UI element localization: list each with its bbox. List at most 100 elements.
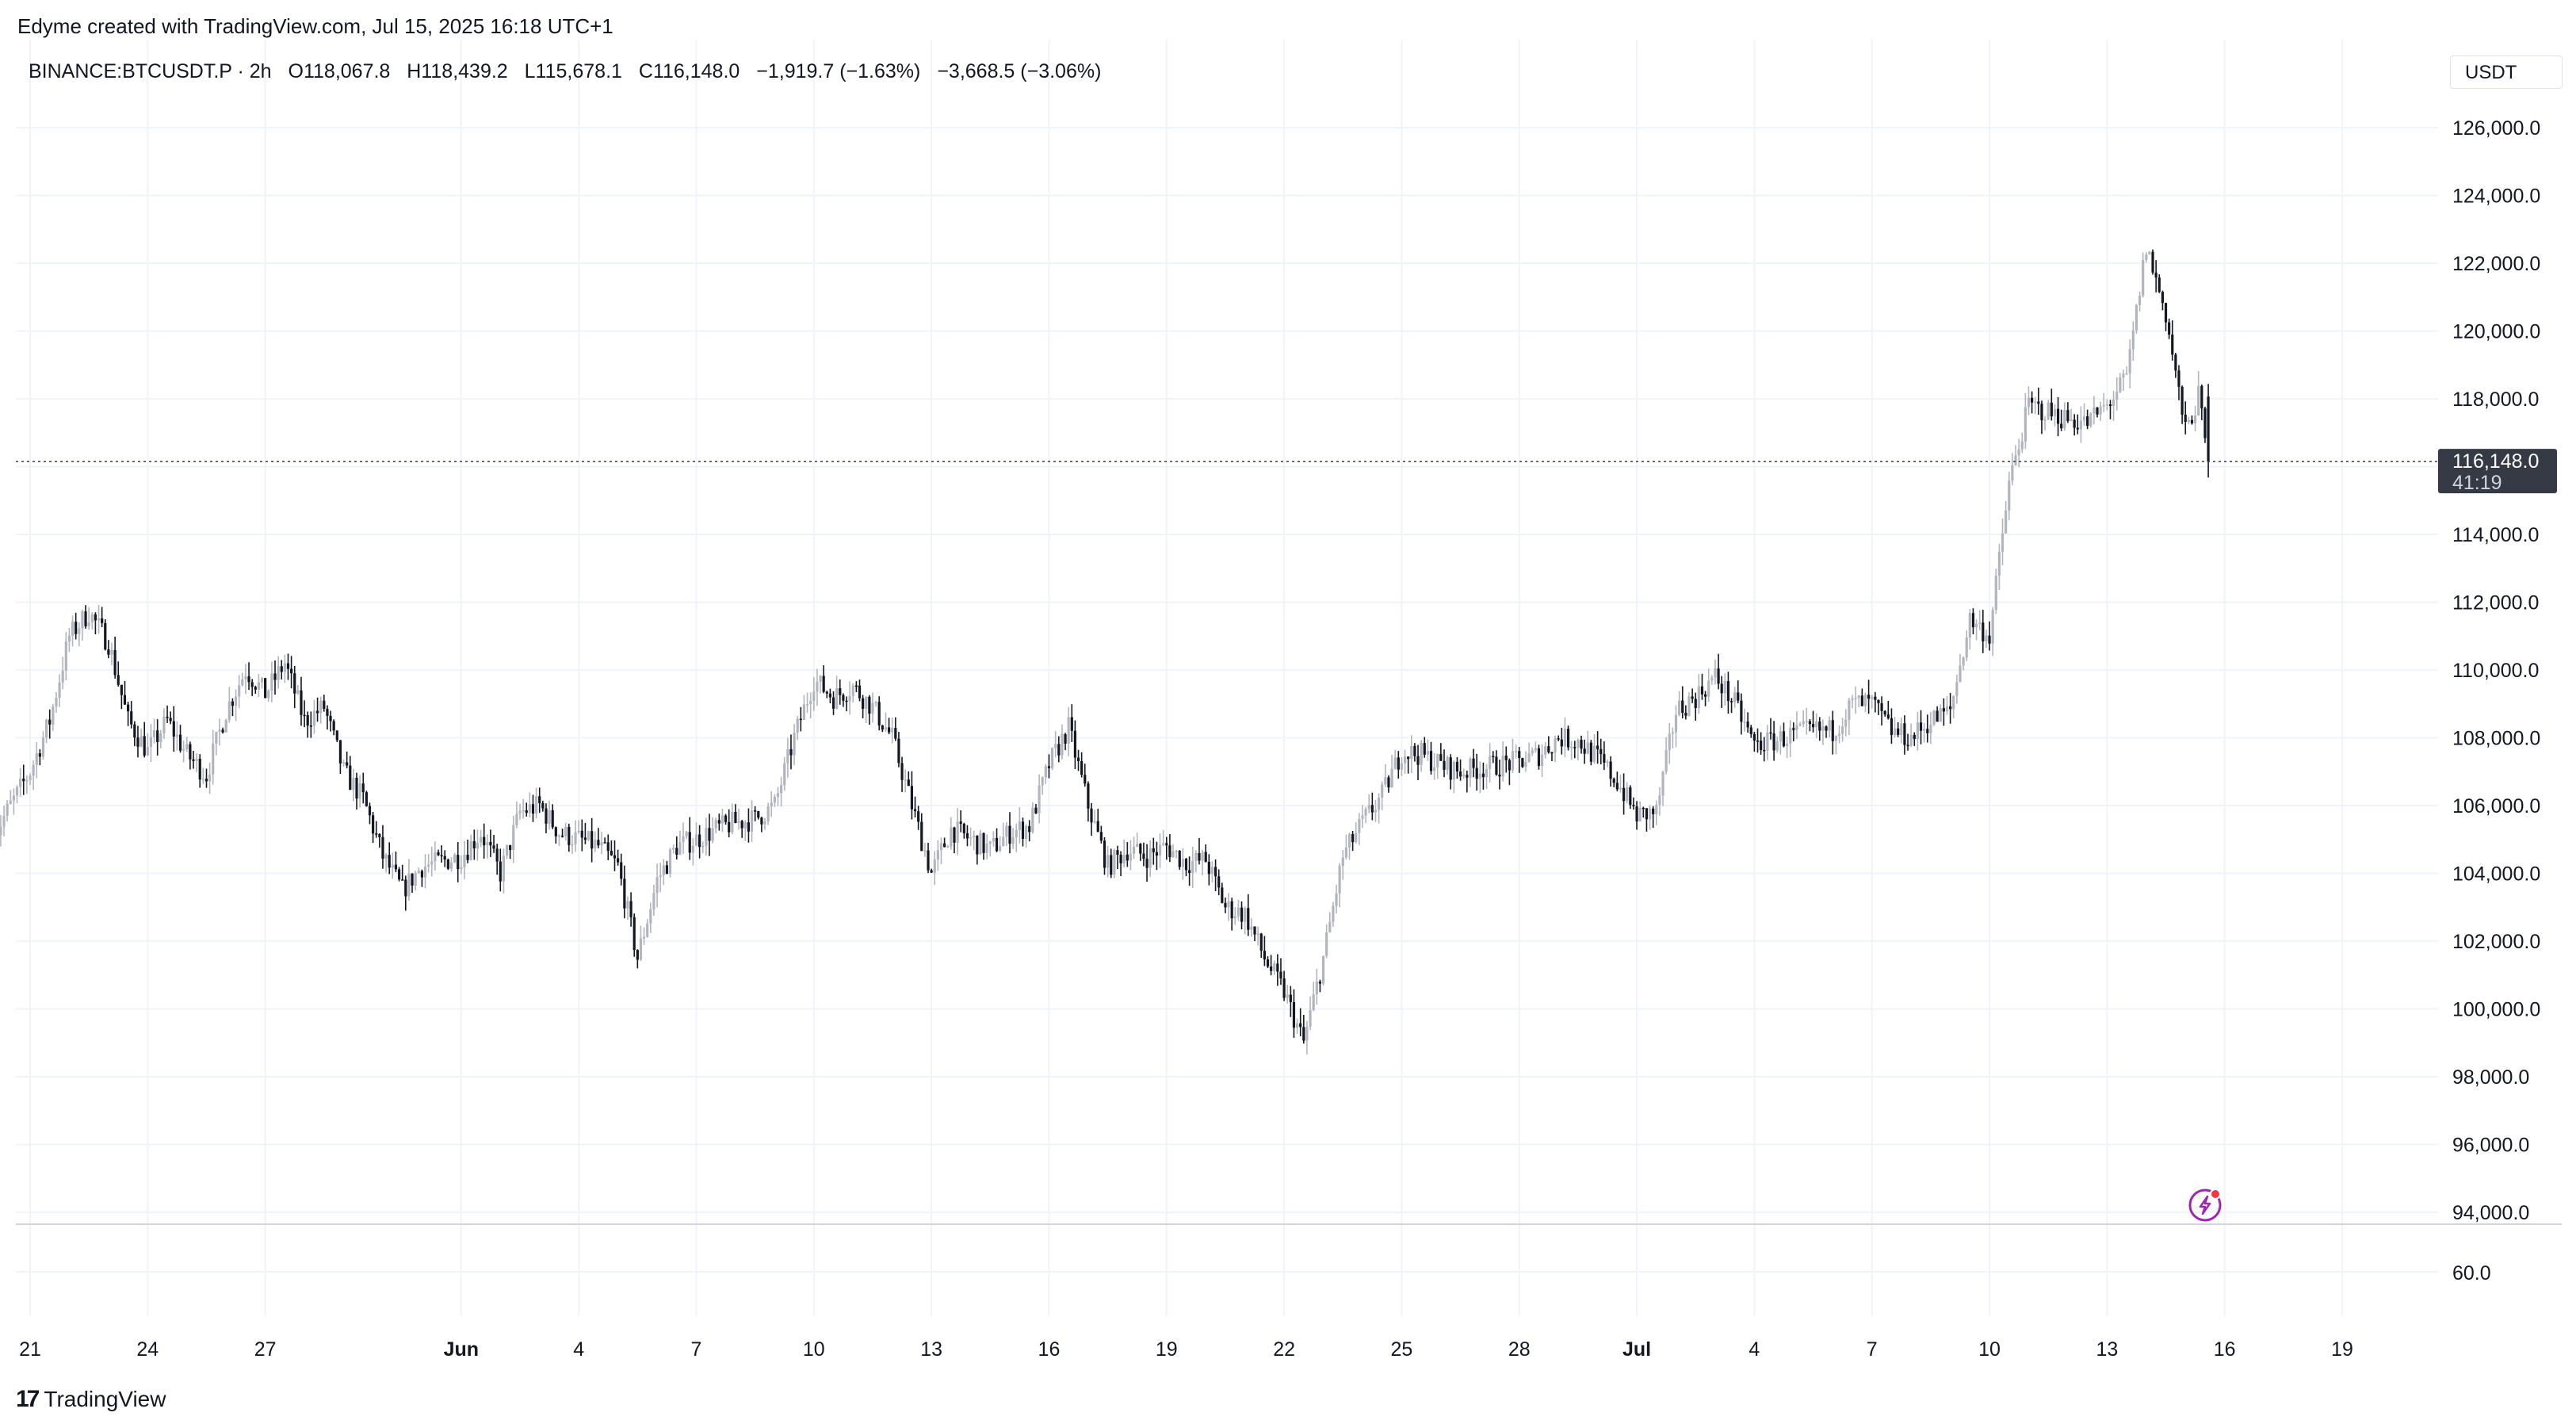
candle-body bbox=[1779, 731, 1782, 741]
candle-body bbox=[2203, 408, 2207, 438]
candle-body bbox=[1087, 783, 1090, 809]
candle-body bbox=[323, 700, 326, 709]
candle-body bbox=[973, 836, 976, 837]
candle-body bbox=[1416, 756, 1420, 765]
candle-body bbox=[1592, 745, 1596, 762]
tradingview-logo[interactable]: 17 TradingView bbox=[16, 1386, 166, 1413]
lightning-icon[interactable] bbox=[2188, 1189, 2222, 1222]
candle-body bbox=[587, 831, 590, 840]
candle-body bbox=[665, 865, 669, 875]
candle-body bbox=[267, 691, 270, 699]
candle-body bbox=[1070, 717, 1073, 731]
candle-body bbox=[1090, 808, 1093, 823]
currency-button[interactable]: USDT bbox=[2450, 56, 2563, 89]
candle-body bbox=[1244, 908, 1247, 922]
candle-body bbox=[747, 822, 751, 832]
candle-body bbox=[874, 702, 877, 703]
candle-body bbox=[1524, 761, 1527, 768]
candle-body bbox=[1210, 867, 1214, 875]
candle-body bbox=[182, 748, 185, 751]
candle-body bbox=[985, 844, 988, 853]
candle-body bbox=[195, 759, 198, 761]
candle-body bbox=[1714, 668, 1717, 678]
candle-body bbox=[2138, 296, 2142, 305]
candle-body bbox=[38, 753, 41, 757]
candle-body bbox=[1116, 850, 1119, 855]
candle-body bbox=[1328, 921, 1332, 932]
candle-body bbox=[2145, 254, 2148, 260]
candle-body bbox=[15, 787, 19, 796]
candle-body bbox=[531, 804, 535, 814]
candle-body bbox=[12, 795, 15, 801]
candle-body bbox=[476, 842, 480, 848]
candle-body bbox=[2108, 404, 2112, 407]
candle-body bbox=[332, 721, 335, 731]
candle-body bbox=[1596, 745, 1599, 749]
candle-body bbox=[1181, 859, 1184, 867]
candle-body bbox=[1084, 775, 1087, 784]
candle-body bbox=[449, 862, 453, 869]
candle-body bbox=[1213, 867, 1217, 877]
candle-body bbox=[812, 691, 816, 701]
candle-body bbox=[1863, 695, 1867, 706]
candle-body bbox=[1707, 680, 1710, 697]
candle-body bbox=[434, 852, 437, 862]
candle-body bbox=[629, 901, 633, 917]
candle-body bbox=[1478, 773, 1481, 779]
candle-body bbox=[1655, 805, 1658, 814]
candle-body bbox=[1962, 657, 1965, 666]
candle-body bbox=[169, 718, 172, 722]
candle-body bbox=[828, 693, 832, 698]
candle-body bbox=[2076, 427, 2079, 430]
time-tick-label: 4 bbox=[1749, 1338, 1760, 1361]
candle-body bbox=[41, 737, 45, 757]
candle-body bbox=[982, 833, 985, 853]
candle-body bbox=[1201, 852, 1204, 861]
tradingview-brand-label: TradingView bbox=[44, 1387, 166, 1411]
chart-credit: Edyme created with TradingView.com, Jul … bbox=[17, 14, 613, 38]
candle-body bbox=[564, 826, 568, 836]
candle-body bbox=[714, 820, 717, 829]
candle-body bbox=[868, 696, 871, 714]
candle-body bbox=[652, 893, 655, 909]
candle-body bbox=[766, 806, 770, 821]
candle-body bbox=[1599, 748, 1603, 754]
price-tick-label: 98,000.0 bbox=[2452, 1066, 2529, 1089]
grid-lines bbox=[16, 40, 2438, 1316]
candle-body bbox=[1913, 734, 1916, 740]
candle-body bbox=[1171, 851, 1175, 858]
candle-body bbox=[1481, 773, 1485, 778]
candle-body bbox=[361, 783, 365, 793]
candle-body bbox=[708, 828, 711, 841]
candle-body bbox=[884, 727, 888, 730]
symbol-name[interactable]: BINANCE:BTCUSDT.P · 2h bbox=[29, 60, 272, 82]
candle-body bbox=[1286, 994, 1289, 998]
candle-body bbox=[2187, 419, 2190, 423]
candle-body bbox=[368, 806, 372, 816]
candle-body bbox=[215, 732, 218, 745]
candle-body bbox=[525, 810, 528, 813]
candle-body bbox=[1606, 761, 1609, 764]
candle-body bbox=[1047, 766, 1051, 768]
candle-body bbox=[1498, 774, 1501, 777]
candle-body bbox=[1152, 848, 1155, 852]
candle-body bbox=[923, 850, 927, 852]
candle-body bbox=[936, 850, 939, 860]
candle-body bbox=[1413, 745, 1416, 756]
candle-body bbox=[2014, 455, 2017, 465]
candle-body bbox=[685, 832, 688, 836]
candle-body bbox=[1207, 862, 1210, 875]
candle-body bbox=[2102, 405, 2105, 407]
time-axis[interactable]: 21 24 27 Jun 4 7 10 13 16 19 22 25 28 Jul 4 7 10 13 16 19 bbox=[19, 1338, 2353, 1361]
candle-body bbox=[1857, 695, 1860, 699]
candle-body bbox=[189, 744, 192, 760]
candle-body bbox=[1687, 696, 1691, 716]
candle-body bbox=[221, 729, 224, 733]
candle-body bbox=[545, 808, 548, 824]
price-axis[interactable]: 94,000.0 96,000.0 98,000.0 100,000.0 102,000… bbox=[2452, 117, 2540, 1224]
candle-body bbox=[1312, 994, 1315, 1011]
candle-body bbox=[293, 673, 296, 694]
candle-body bbox=[2, 815, 6, 827]
candle-body bbox=[1694, 699, 1697, 709]
